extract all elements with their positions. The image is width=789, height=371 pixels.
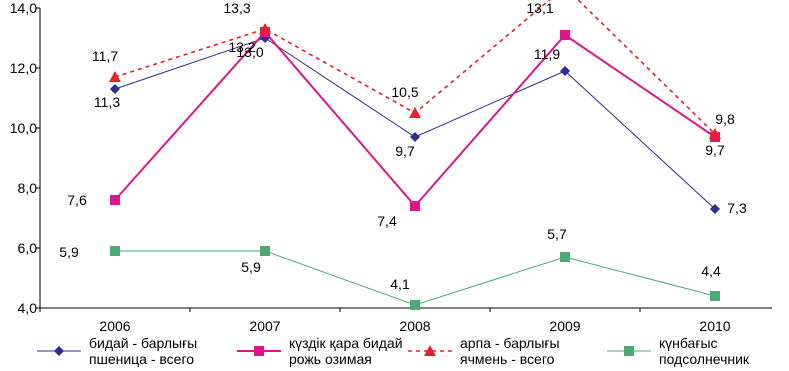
legend-label-0: бидай - барлығы (89, 335, 197, 351)
series-2-data-label: 10,5 (391, 84, 418, 100)
x-tick-label: 2006 (99, 318, 130, 334)
series-3-data-label: 5,9 (59, 244, 79, 260)
legend-label-2: арпа - барлығы (460, 335, 560, 351)
y-tick-label: 8,0 (18, 180, 38, 196)
x-tick-label: 2007 (249, 318, 280, 334)
series-0-line (114, 37, 716, 210)
series-3-marker (110, 246, 120, 256)
series-0-marker (54, 346, 64, 356)
series-2-marker (259, 23, 271, 34)
data-labels: 11,3 13,0 9,7 11,9 7,3 7,6 13,2 7,4 13,1 9,7 11,7 1… (59, 0, 747, 292)
series-3-marker (710, 291, 720, 301)
legend-label-3: күнбағыс (659, 335, 718, 351)
series-0-marker (560, 66, 570, 76)
series-0-marker (410, 132, 420, 142)
series-3-data-label: 4,4 (701, 263, 721, 279)
series-1-data-label: 7,4 (377, 213, 397, 229)
y-tick-label: 12,0 (10, 60, 37, 76)
series-2-marker (424, 345, 436, 356)
legend-label-2: ячмень - всего (460, 351, 555, 367)
y-tick-label: 10,0 (10, 120, 37, 136)
series-2-data-label: 13,3 (223, 0, 250, 16)
series-0-marker (710, 204, 720, 214)
series-3-marker (560, 252, 570, 262)
series-0-data-label: 11,3 (94, 94, 120, 110)
series-0-data-label: 7,3 (727, 200, 747, 216)
series-3-data-label: 4,1 (390, 276, 410, 292)
series-1-data-label: 13,2 (228, 39, 255, 55)
series-1-marker (410, 201, 420, 211)
series-3-marker (260, 246, 270, 256)
legend-label-1: күздік қара бидай (289, 335, 403, 351)
series-0-data-label: 9,7 (395, 143, 415, 159)
x-tick-label: 2010 (699, 318, 730, 334)
x-tick-label: 2008 (399, 318, 430, 334)
series-2-marker (409, 107, 421, 118)
y-tick-label: 4,0 (18, 300, 38, 316)
series-2-data-label: 9,8 (715, 111, 735, 127)
legend-label-3: подсолнечник (659, 351, 750, 367)
series-2-data-label: 11,7 (92, 48, 118, 64)
chart-axes (39, 8, 772, 309)
series-3-data-label: 5,9 (241, 259, 261, 275)
series-0-data-label: 11,9 (534, 46, 560, 62)
series-3-marker (624, 346, 634, 356)
series-1-marker (110, 195, 120, 205)
series-lines (114, 0, 716, 306)
series-0-data-label: 13,0 (236, 44, 263, 60)
series-1-data-label: 13,1 (526, 0, 553, 16)
legend-label-0: пшеница - всего (89, 351, 194, 367)
series-3-line (115, 250, 716, 306)
series-2-marker (109, 71, 121, 82)
x-tick-label: 2009 (549, 318, 580, 334)
series-1-marker (254, 346, 264, 356)
legend-label-1: рожь озимая (289, 351, 372, 367)
series-1-data-label: 7,6 (67, 192, 87, 208)
series-1-data-label: 9,7 (705, 142, 725, 158)
x-axis-ticks: 2006 2007 2008 2009 2010 (39, 308, 731, 334)
y-tick-label: 14,0 (10, 0, 37, 16)
series-3-marker (410, 300, 420, 310)
series-0-marker (110, 84, 120, 94)
series-1-marker (560, 30, 570, 40)
y-tick-label: 6,0 (18, 240, 38, 256)
series-3-data-label: 5,7 (547, 226, 567, 242)
y-axis-ticks: 4,0 6,0 8,0 10,0 12,0 14,0 (10, 0, 40, 316)
series-2-marker (709, 128, 721, 139)
series-markers (109, 23, 721, 310)
